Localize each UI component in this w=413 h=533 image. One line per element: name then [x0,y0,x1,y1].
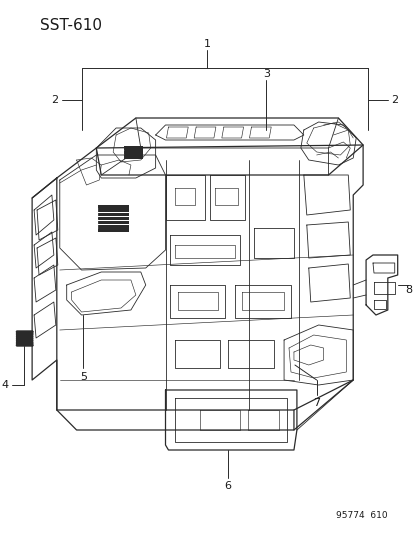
Text: 6: 6 [224,481,231,491]
Text: 95774  610: 95774 610 [335,511,387,520]
Text: SST-610: SST-610 [40,18,102,33]
Text: 5: 5 [80,372,87,382]
Text: 2: 2 [390,95,397,105]
Text: 3: 3 [262,69,269,79]
Text: 1: 1 [203,39,210,49]
Text: 7: 7 [312,398,320,408]
Text: 2: 2 [51,95,58,105]
Text: 8: 8 [405,285,412,295]
Text: 4: 4 [1,380,8,390]
